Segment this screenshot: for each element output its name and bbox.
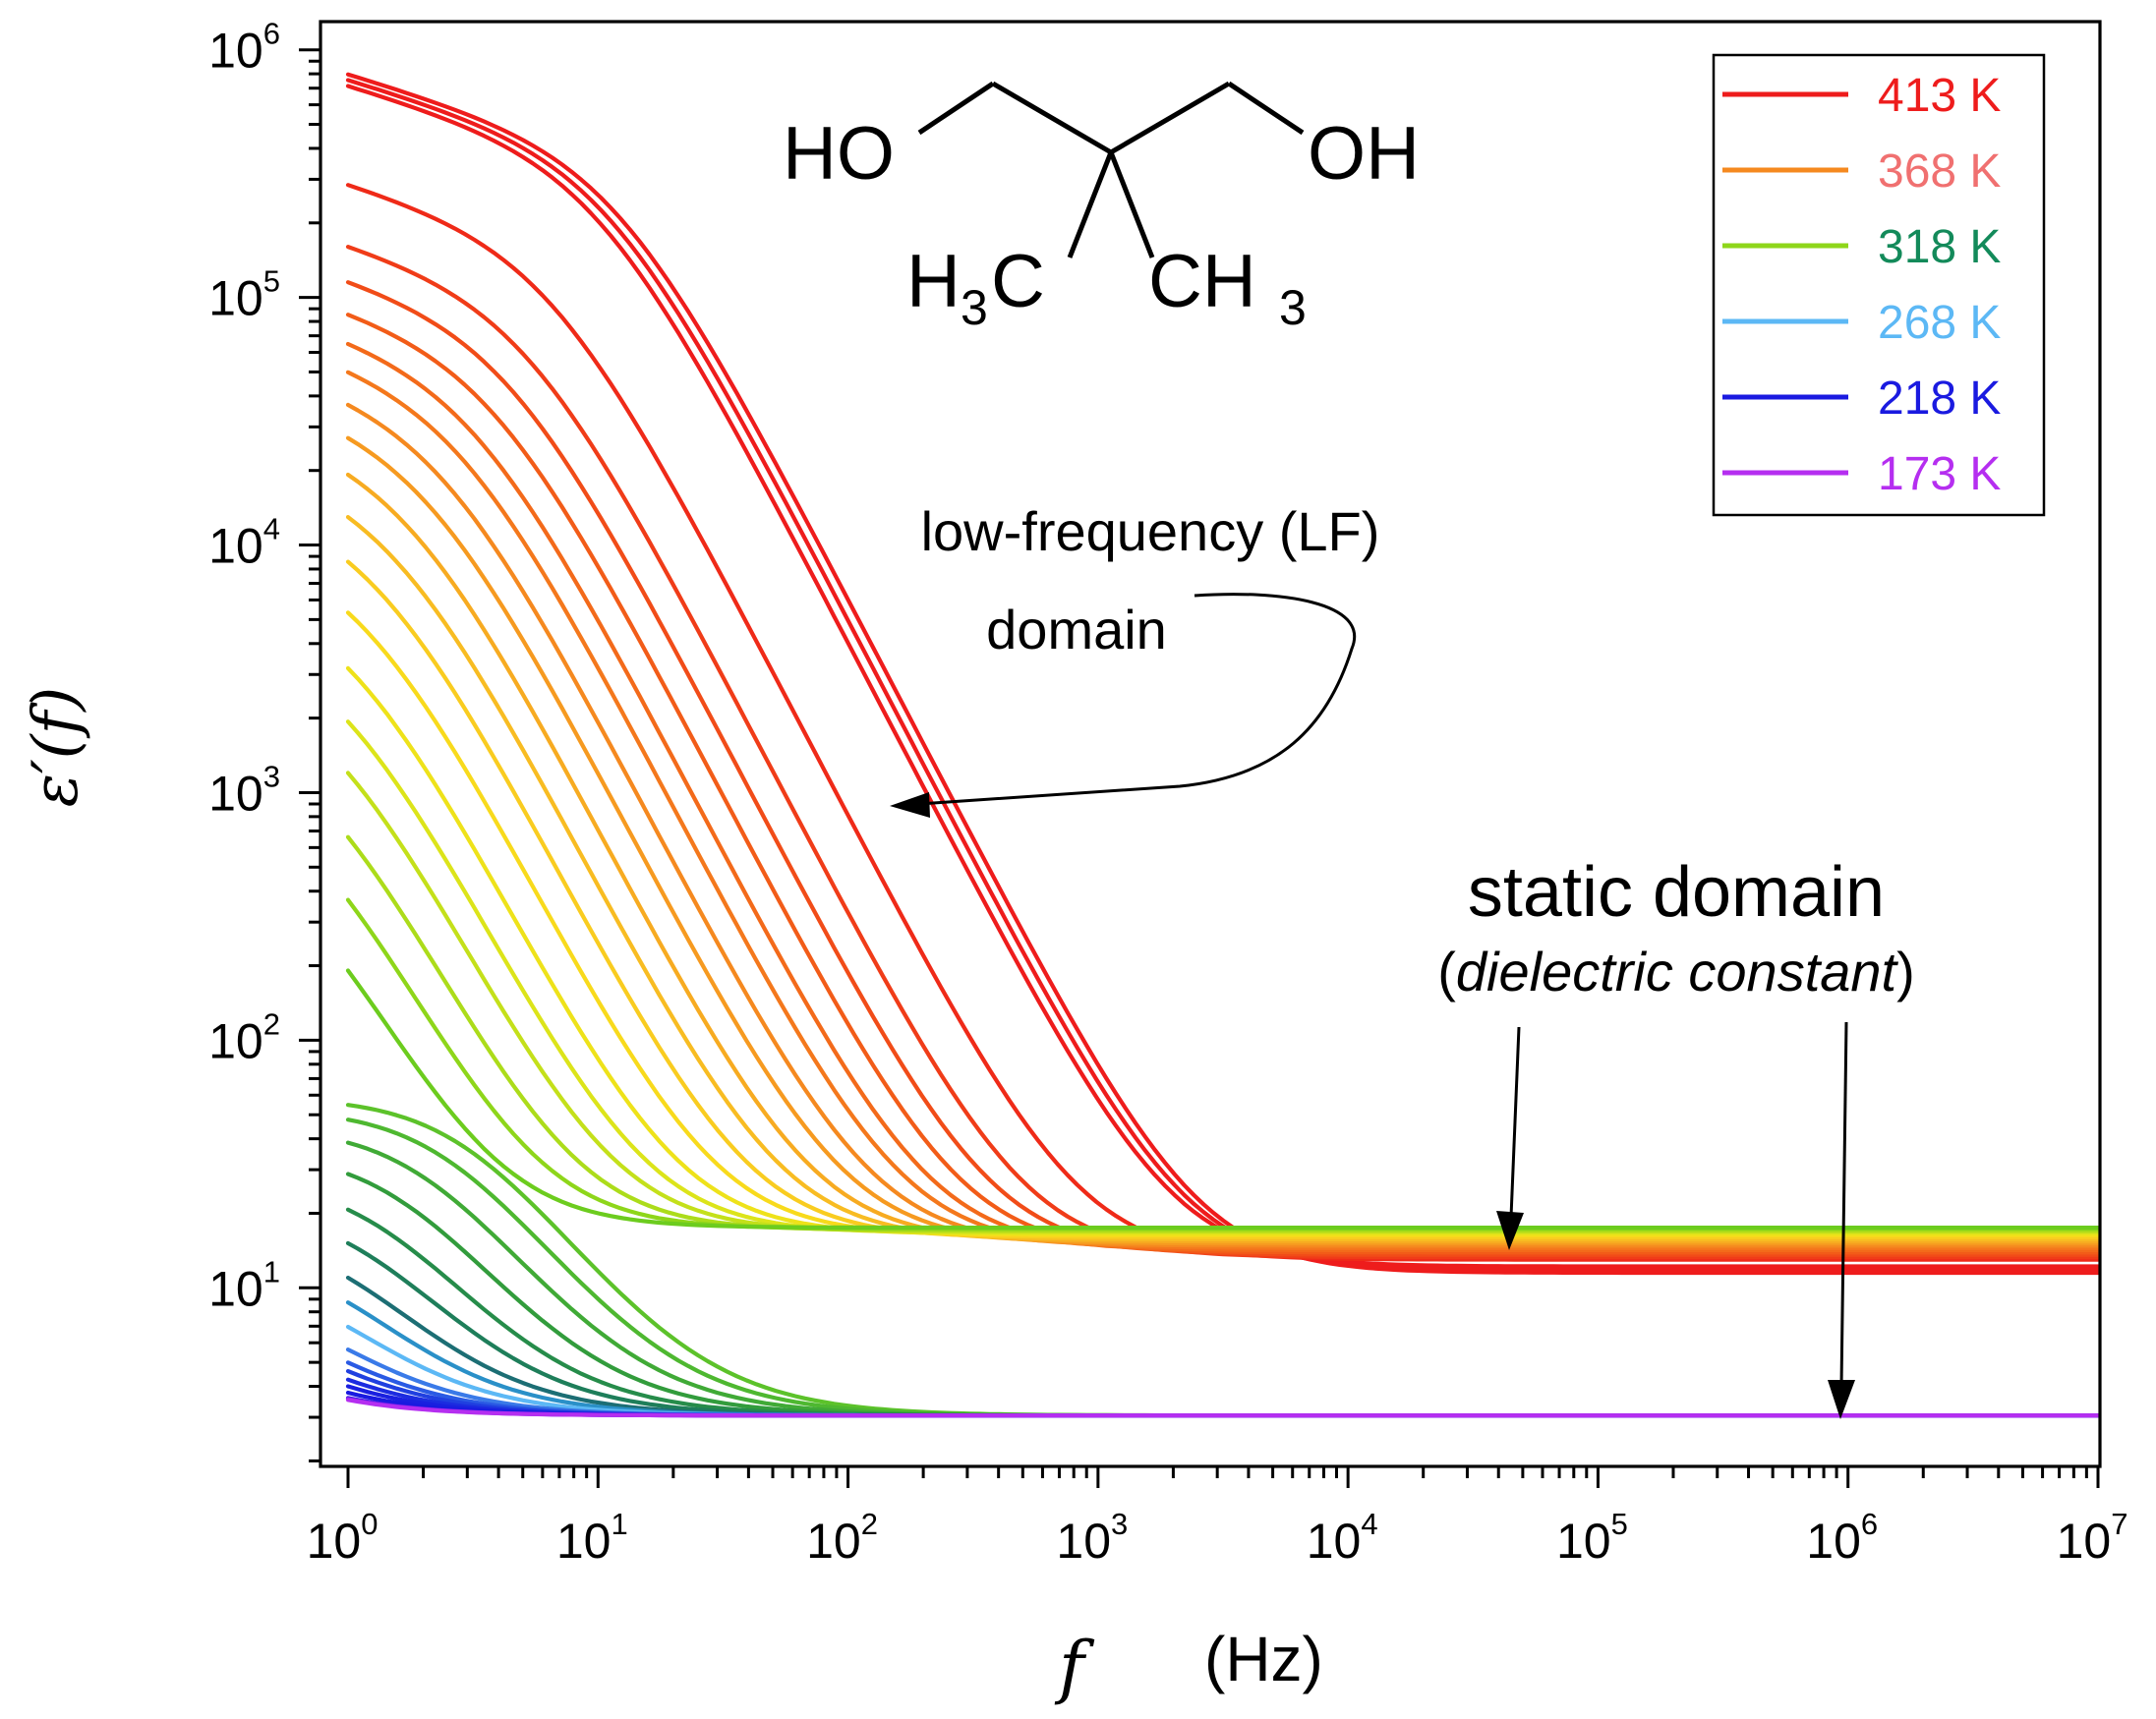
legend-box bbox=[1712, 53, 2046, 517]
static-arrow2-line bbox=[1839, 1021, 1848, 1387]
static-close-paren: ) bbox=[1896, 941, 1915, 1003]
molecule-h3c-c: C bbox=[991, 240, 1045, 323]
y-tick-label: 104 bbox=[208, 512, 280, 574]
x-tick-label: 105 bbox=[1556, 1507, 1628, 1569]
y-axis-label: ε′(f) bbox=[20, 687, 92, 808]
x-axis-label-symbol: f bbox=[1054, 1627, 1095, 1707]
x-tick-label: 100 bbox=[307, 1507, 379, 1569]
static-domain-annotation: static domain (dielectric constant) bbox=[1437, 853, 1915, 1419]
x-tick-exp: 2 bbox=[861, 1507, 878, 1541]
x-tick-base: 10 bbox=[1307, 1514, 1362, 1569]
y-tick-base: 10 bbox=[208, 1013, 263, 1068]
x-tick-exp: 4 bbox=[1361, 1507, 1377, 1541]
x-tick-base: 10 bbox=[1556, 1514, 1611, 1569]
static-domain-subtitle: (dielectric constant) bbox=[1437, 941, 1915, 1003]
x-tick-base: 10 bbox=[556, 1514, 612, 1569]
lf-label-line1: low-frequency (LF) bbox=[921, 500, 1380, 562]
x-tick-label: 101 bbox=[556, 1507, 628, 1569]
axis-tick-labels: 100 101 102 103 104 105 106 1071011021031041051… bbox=[208, 17, 2127, 1569]
x-tick-base: 10 bbox=[1806, 1514, 1861, 1569]
static-arrow1-head bbox=[1496, 1211, 1524, 1250]
molecule-oh: OH bbox=[1308, 112, 1420, 196]
series-curve-298-K-solid bbox=[345, 1140, 2100, 1418]
legend: 413 K 368 K 318 K 268 K 218 K 173 K bbox=[1712, 53, 2046, 517]
molecule-ch3-sub: 3 bbox=[1279, 280, 1307, 335]
y-tick-base: 10 bbox=[208, 766, 263, 821]
molecule-bonds bbox=[917, 81, 1305, 258]
molecule-ho: HO bbox=[783, 112, 895, 196]
y-tick-exp: 5 bbox=[263, 264, 280, 299]
static-arrow2-head bbox=[1828, 1380, 1855, 1419]
y-axis-label-text: ε′(f) bbox=[20, 687, 92, 808]
static-open-paren: ( bbox=[1437, 941, 1456, 1003]
x-axis-label-unit: (Hz) bbox=[1204, 1624, 1323, 1694]
molecule-h3c-h: H bbox=[906, 240, 961, 323]
series-curve-313-K bbox=[345, 968, 2100, 1231]
x-tick-exp: 7 bbox=[2111, 1507, 2127, 1541]
x-tick-exp: 0 bbox=[361, 1507, 378, 1541]
x-tick-exp: 3 bbox=[1111, 1507, 1128, 1541]
y-tick-exp: 2 bbox=[263, 1006, 280, 1041]
legend-label: 218 K bbox=[1878, 372, 2001, 425]
x-tick-base: 10 bbox=[2057, 1514, 2112, 1569]
series-curve-173-K bbox=[345, 1398, 2100, 1418]
static-arrow1-line bbox=[1509, 1026, 1521, 1218]
y-tick-base: 10 bbox=[208, 24, 263, 79]
legend-label: 173 K bbox=[1878, 448, 2001, 500]
y-tick-label: 102 bbox=[208, 1006, 280, 1068]
molecule-ch3-ch: CH bbox=[1148, 240, 1256, 323]
y-tick-label: 105 bbox=[208, 264, 280, 326]
molecule-h3c-sub: 3 bbox=[961, 280, 988, 335]
y-tick-exp: 4 bbox=[263, 512, 280, 546]
y-tick-label: 103 bbox=[208, 759, 280, 821]
plot-frame bbox=[319, 20, 2102, 1468]
static-domain-title: static domain bbox=[1468, 853, 1885, 932]
axis-ticks bbox=[299, 48, 2100, 1488]
legend-entries: 413 K 368 K 318 K 268 K 218 K 173 K bbox=[1722, 70, 2001, 500]
legend-label: 413 K bbox=[1878, 70, 2001, 122]
x-tick-exp: 6 bbox=[1861, 1507, 1878, 1541]
x-tick-exp: 1 bbox=[611, 1507, 627, 1541]
x-tick-exp: 5 bbox=[1611, 1507, 1628, 1541]
x-tick-base: 10 bbox=[1056, 1514, 1111, 1569]
lf-arrow-line bbox=[918, 593, 1356, 806]
x-tick-base: 10 bbox=[806, 1514, 861, 1569]
y-tick-exp: 1 bbox=[263, 1254, 280, 1289]
lf-domain-annotation: low-frequency (LF) domain bbox=[890, 500, 1379, 818]
x-tick-label: 107 bbox=[2057, 1507, 2128, 1569]
legend-label: 268 K bbox=[1878, 297, 2001, 349]
y-tick-base: 10 bbox=[208, 271, 263, 326]
y-tick-exp: 6 bbox=[263, 17, 280, 51]
x-tick-label: 102 bbox=[806, 1507, 878, 1569]
legend-label: 318 K bbox=[1878, 221, 2001, 273]
x-tick-label: 103 bbox=[1056, 1507, 1128, 1569]
y-tick-label: 101 bbox=[208, 1254, 280, 1316]
y-tick-exp: 3 bbox=[263, 759, 280, 793]
x-tick-label: 104 bbox=[1307, 1507, 1378, 1569]
series-curve-413-K bbox=[345, 72, 2100, 1276]
static-subtitle-italic: dielectric constant bbox=[1456, 941, 1899, 1003]
y-tick-label: 106 bbox=[208, 17, 280, 79]
y-tick-base: 10 bbox=[208, 1261, 263, 1316]
series-curve-373-K bbox=[345, 370, 2100, 1250]
x-axis-label: f (Hz) bbox=[1054, 1624, 1323, 1707]
series-curves bbox=[345, 72, 2100, 1418]
x-tick-base: 10 bbox=[307, 1514, 362, 1569]
x-tick-label: 106 bbox=[1806, 1507, 1878, 1569]
y-tick-base: 10 bbox=[208, 519, 263, 574]
series-curve-293-K-solid bbox=[345, 1172, 2100, 1418]
legend-label: 368 K bbox=[1878, 145, 2001, 198]
molecule-structure: HO OH H 3 C CH 3 bbox=[783, 81, 1420, 335]
lf-arrow-head bbox=[890, 792, 930, 818]
lf-label-line2: domain bbox=[986, 599, 1167, 660]
